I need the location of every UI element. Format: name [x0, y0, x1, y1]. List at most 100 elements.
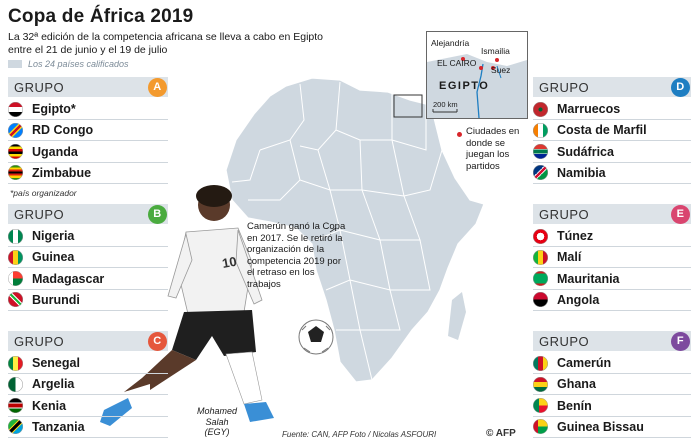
inset-country-label: EGIPTO — [439, 80, 490, 92]
group-header-c: GRUPO C — [8, 331, 168, 351]
group-word: GRUPO — [14, 79, 65, 95]
team-row: Tanzania — [8, 417, 168, 438]
group-header-a: GRUPO A — [8, 77, 168, 97]
group-letter-badge: B — [148, 204, 167, 224]
guinea-bissau-flag-icon — [533, 419, 548, 435]
team-name: Guinea Bissau — [557, 419, 644, 434]
tunisia-flag-icon — [533, 228, 548, 244]
player-caption-country: (EGY) — [204, 427, 230, 437]
egypt-highlight-box — [393, 94, 423, 118]
team-row: Mauritania — [533, 269, 691, 290]
madagascar-shape — [448, 292, 466, 340]
tanzania-flag-icon — [8, 419, 23, 435]
team-name: Egipto* — [32, 102, 76, 116]
group-word: GRUPO — [539, 79, 590, 95]
cameroon-annotation: Camerún ganó la Copa en 2017. Se le reti… — [247, 221, 346, 290]
map-legend: Los 24 países calificados — [8, 59, 129, 69]
team-name: Marruecos — [557, 102, 621, 116]
group-letter-badge: F — [671, 331, 690, 351]
team-row: Kenia — [8, 396, 168, 417]
benin-flag-icon — [533, 398, 548, 414]
team-row: Marruecos — [533, 99, 691, 120]
player-boot-right — [244, 402, 274, 422]
city-label-ismailia: Ismailia — [481, 46, 510, 56]
team-row: Uganda — [8, 142, 168, 163]
legend-label: Los 24 países calificados — [28, 59, 129, 69]
group-header-d: GRUPO D — [533, 77, 691, 97]
team-name: Argelia — [32, 377, 75, 392]
team-name: Mauritania — [557, 271, 620, 286]
uganda-flag-icon — [8, 144, 23, 160]
team-row: Burundi — [8, 290, 168, 311]
subtitle: La 32ª edición de la competencia african… — [8, 31, 324, 56]
team-name: Angola — [557, 292, 600, 307]
ghana-flag-icon — [533, 376, 548, 392]
player-illustration: 10 — [100, 185, 274, 426]
kenya-flag-icon — [8, 398, 23, 414]
team-name: Nigeria — [32, 229, 75, 243]
team-row: Namibia — [533, 163, 691, 184]
afp-credit: © AFP — [486, 428, 516, 439]
mali-flag-icon — [533, 249, 548, 265]
cameroon-flag-icon — [533, 355, 548, 371]
source-note: Fuente: CAN, AFP Foto / Nicolas ASFOURI — [282, 430, 437, 439]
player-caption-name: Mohamed Salah — [196, 406, 238, 427]
group-word: GRUPO — [539, 333, 590, 349]
team-row: Egipto* — [8, 99, 168, 120]
team-name: Camerún — [557, 356, 612, 370]
group-letter-badge: C — [148, 331, 167, 351]
group-header-f: GRUPO F — [533, 331, 691, 351]
ivory-coast-flag-icon — [533, 122, 548, 138]
group-letter-badge: A — [148, 77, 167, 97]
team-name: Ghana — [557, 377, 596, 392]
mauritania-flag-icon — [533, 271, 548, 287]
organizer-note: *país organizador — [10, 188, 77, 198]
soccer-ball-icon — [298, 319, 334, 355]
team-row: Ghana — [533, 374, 691, 396]
team-name: Senegal — [32, 356, 80, 370]
city-dot-ismailia — [495, 58, 499, 62]
team-row: Guinea — [8, 247, 168, 269]
team-row: Sudáfrica — [533, 142, 691, 163]
group-word: GRUPO — [14, 333, 65, 349]
guinea-flag-icon — [8, 249, 23, 265]
team-name: Uganda — [32, 144, 78, 159]
legend-swatch — [8, 60, 22, 68]
city-label-cairo: EL CAIRO — [437, 58, 477, 68]
player-boot-left — [100, 398, 132, 426]
team-name: Burundi — [32, 292, 80, 307]
south-africa-flag-icon — [533, 144, 548, 160]
group-header-b: GRUPO B — [8, 204, 168, 224]
team-name: Namibia — [557, 165, 606, 180]
nile-river — [476, 63, 484, 118]
city-label-suez: Suez — [491, 65, 511, 75]
madagascar-flag-icon — [8, 271, 23, 287]
egypt-inset-svg — [427, 54, 527, 118]
group-word: GRUPO — [14, 206, 65, 222]
team-name: RD Congo — [32, 123, 94, 138]
shirt-number: 10 — [221, 254, 238, 271]
city-dot-legend-icon — [455, 130, 464, 139]
city-label-alejandria: Alejandría — [431, 38, 470, 48]
group-letter-badge: D — [671, 77, 690, 97]
team-row: Guinea Bissau — [533, 417, 691, 438]
egypt-inset-map: Alejandría Ismailia EL CAIRO Suez EGIPTO… — [426, 31, 528, 119]
dr-congo-flag-icon — [8, 122, 23, 138]
cameroon-leader-line — [329, 227, 337, 233]
nigeria-flag-icon — [8, 228, 23, 244]
team-row: Madagascar — [8, 269, 168, 290]
team-row: Senegal — [8, 353, 168, 374]
burundi-flag-icon — [8, 292, 23, 308]
city-dot-cairo — [479, 66, 483, 70]
namibia-flag-icon — [533, 165, 548, 181]
team-name: Madagascar — [32, 271, 105, 286]
group-letter-badge: E — [671, 204, 690, 224]
team-row: Túnez — [533, 226, 691, 247]
team-name: Túnez — [557, 229, 594, 243]
team-row: Argelia — [8, 374, 168, 396]
player-leg-right — [225, 351, 263, 405]
page-title: Copa de África 2019 — [8, 6, 194, 27]
morocco-flag-icon — [533, 101, 548, 117]
team-name: Kenia — [32, 398, 67, 413]
